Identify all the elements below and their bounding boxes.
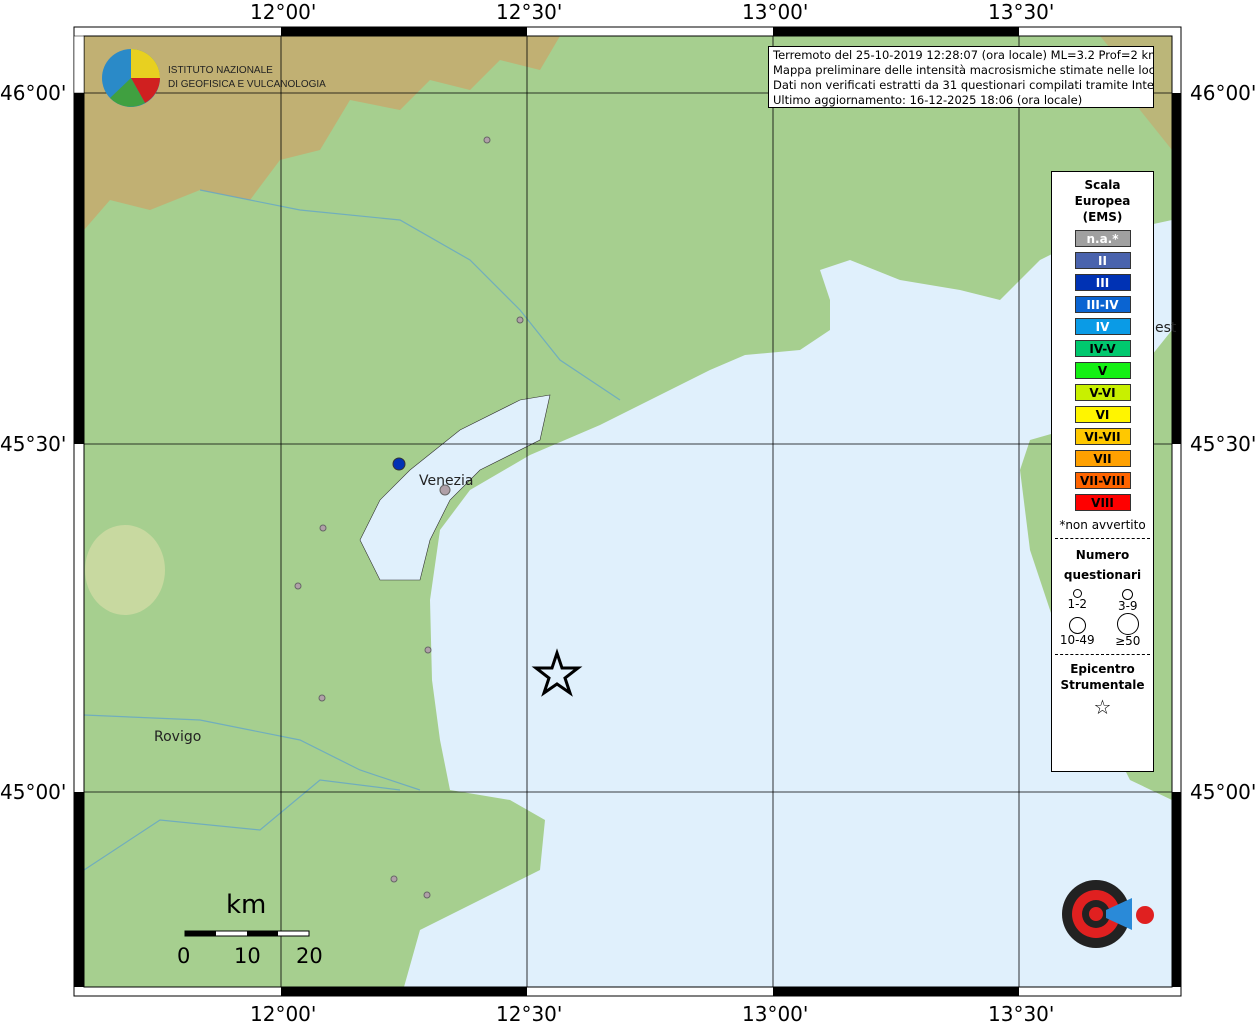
scalebar-label: 10 <box>234 944 261 968</box>
intensity-swatch: III <box>1074 274 1131 291</box>
intensity-scale: n.a.* II III III-IV IV IV-V V V-VI VI VI-VII VII VI… <box>1052 230 1153 511</box>
intensity-swatch: II <box>1074 252 1131 269</box>
scalebar-unit: km <box>226 890 267 920</box>
place-trieste: est <box>1155 320 1177 336</box>
locality-point <box>439 484 451 496</box>
graticule <box>84 36 1172 987</box>
scalebar <box>184 930 310 937</box>
count-label: 1-2 <box>1067 597 1088 611</box>
rivers <box>83 189 621 871</box>
scalebar-label: 0 <box>177 944 191 968</box>
legend-title-line: (EMS) <box>1082 210 1123 224</box>
intensity-swatch: VIII <box>1074 494 1131 511</box>
count-3-9: 3-9 <box>1103 589 1154 613</box>
lon-label-top: 13°00' <box>742 0 809 24</box>
questionnaire-points <box>294 136 524 899</box>
ingv-line2: DI GEOFISICA E VULCANOLOGIA <box>168 79 326 90</box>
event-line: Terremoto del 25-10-2019 12:28:07 (ora l… <box>773 48 1154 62</box>
lagoon <box>359 394 551 581</box>
haisentito-logo-icon <box>1062 880 1154 948</box>
event-info-box: Terremoto del 25-10-2019 12:28:07 (ora l… <box>768 46 1154 108</box>
lat-label-right: 45°00' <box>1190 780 1255 804</box>
intensity-swatch: VII <box>1074 450 1131 467</box>
legend-note: *non avvertito <box>1059 518 1146 532</box>
count-title-line: questionari <box>1063 568 1142 582</box>
epicenter-star-icon <box>531 648 583 697</box>
lon-label-top: 12°00' <box>250 0 317 24</box>
hills <box>85 525 165 615</box>
mountains <box>84 36 560 230</box>
ingv-logo-text: ISTITUTO NAZIONALE DI GEOFISICA E VULCAN… <box>168 64 326 92</box>
intensity-swatch: IV-V <box>1074 340 1131 357</box>
lon-label-bottom: 13°30' <box>988 1002 1055 1026</box>
intensity-swatch: VI-VII <box>1074 428 1131 445</box>
place-venezia: Venezia <box>419 473 474 489</box>
intensity-point-iii[interactable] <box>392 457 406 471</box>
intensity-swatch: V <box>1074 362 1131 379</box>
count-label: 10-49 <box>1059 633 1095 647</box>
count-title-line: Numero <box>1075 548 1130 562</box>
epicenter-title-line: Epicentro <box>1070 662 1135 676</box>
lat-label-left: 46°00' <box>0 81 67 105</box>
place-rovigo: Rovigo <box>154 729 202 745</box>
locality-point <box>516 316 524 324</box>
divider <box>1055 538 1150 539</box>
lon-label-bottom: 12°30' <box>496 1002 563 1026</box>
star-icon: ☆ <box>1093 695 1112 719</box>
last-update-line: Ultimo aggiornamento: 16-12-2025 18:06 (… <box>773 93 1083 107</box>
map-description-line: Mappa preliminare delle intensità macros… <box>773 63 1154 77</box>
legend-title-line: Scala <box>1084 178 1121 192</box>
lon-label-bottom: 12°00' <box>250 1002 317 1026</box>
count-label: ≥50 <box>1115 634 1141 648</box>
intensity-swatch: III-IV <box>1074 296 1131 313</box>
intensity-swatch: IV <box>1074 318 1131 335</box>
legend-title-line: Europea <box>1074 194 1131 208</box>
data-source-line: Dati non verificati estratti da 31 quest… <box>773 78 1154 92</box>
lat-label-right: 46°00' <box>1190 81 1255 105</box>
intensity-swatch: n.a.* <box>1074 230 1131 247</box>
locality-point <box>294 582 302 590</box>
ingv-logo-icon <box>102 49 160 107</box>
ingv-line1: ISTITUTO NAZIONALE <box>168 65 273 76</box>
locality-point <box>318 694 326 702</box>
intensity-swatch: VII-VIII <box>1074 472 1131 489</box>
epicenter-title: Epicentro Strumentale <box>1052 661 1153 693</box>
locality-point <box>423 891 431 899</box>
scalebar-label: 20 <box>296 944 323 968</box>
lon-label-bottom: 13°00' <box>742 1002 809 1026</box>
epicenter-title-line: Strumentale <box>1060 678 1145 692</box>
locality-point <box>390 875 398 883</box>
lat-label-right: 45°30' <box>1190 432 1255 456</box>
count-symbols: 1-2 3-9 10-49 ≥50 <box>1052 589 1153 648</box>
locality-point <box>319 524 327 532</box>
locality-point <box>424 646 432 654</box>
lat-label-left: 45°30' <box>0 432 67 456</box>
locality-point <box>483 136 491 144</box>
count-50-plus: ≥50 <box>1103 613 1154 648</box>
count-title: Numero questionari <box>1052 545 1153 585</box>
map-frame <box>73 26 1182 997</box>
legend-title: Scala Europea (EMS) <box>1052 177 1153 225</box>
lon-label-top: 13°30' <box>988 0 1055 24</box>
divider <box>1055 654 1150 655</box>
count-1-2: 1-2 <box>1052 589 1103 613</box>
count-10-49: 10-49 <box>1052 613 1103 648</box>
lat-label-left: 45°00' <box>0 780 67 804</box>
lon-label-top: 12°30' <box>496 0 563 24</box>
count-label: 3-9 <box>1117 599 1138 613</box>
intensity-swatch: VI <box>1074 406 1131 423</box>
sea <box>404 220 1172 987</box>
legend: Scala Europea (EMS) n.a.* II III III-IV IV IV… <box>1051 171 1154 772</box>
intensity-swatch: V-VI <box>1074 384 1131 401</box>
